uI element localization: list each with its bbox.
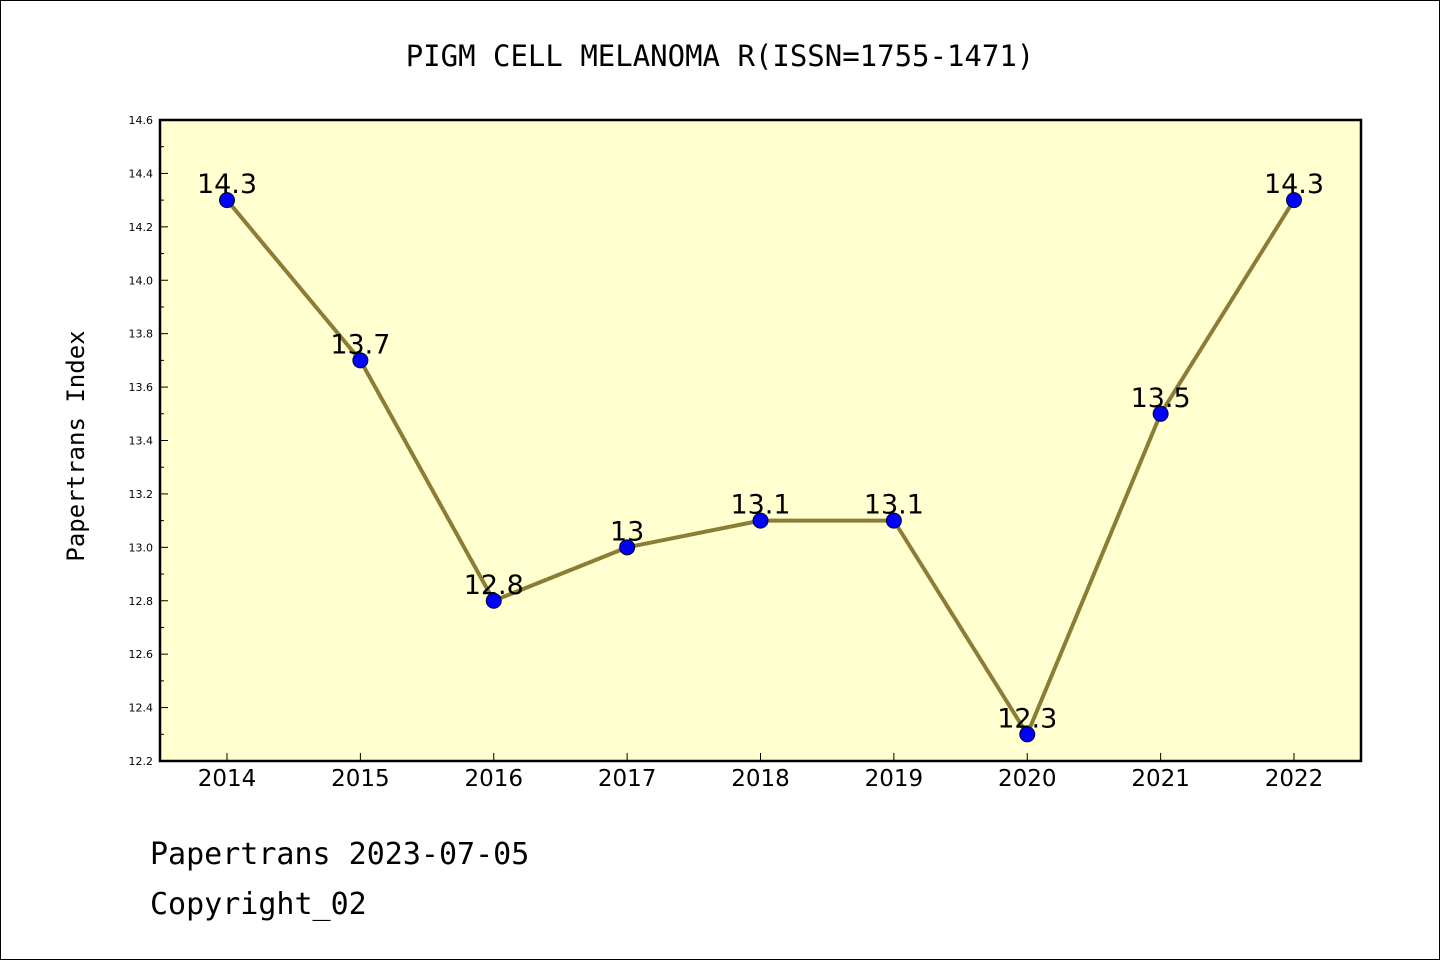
footer-copyright: Copyright_02 <box>150 887 367 922</box>
data-label: 13.7 <box>330 329 390 360</box>
x-tick-label: 2022 <box>1265 766 1324 792</box>
y-tick-label: 14.4 <box>129 167 154 180</box>
x-tick-label: 2018 <box>731 766 790 792</box>
y-tick-label: 13.6 <box>129 381 154 394</box>
y-tick-label: 12.8 <box>129 595 154 608</box>
y-axis: 12.2 12.4 12.6 12.8 13.0 13.2 13.4 13.6 13.8 14.0… <box>129 114 168 768</box>
x-tick-label: 2019 <box>865 766 924 792</box>
data-point <box>752 512 769 529</box>
data-label: 13 <box>610 516 644 547</box>
y-tick-label: 13.0 <box>129 541 154 554</box>
series-layer: 14.3 13.7 12.8 13 13.1 13.1 12.3 13.5 14.3 <box>197 169 1324 743</box>
data-point <box>352 352 369 369</box>
data-label: 12.3 <box>997 703 1057 734</box>
x-axis: 2014 2015 2016 2017 2018 2019 2020 2021 2022 <box>198 753 1324 792</box>
y-tick-label: 12.4 <box>129 702 154 715</box>
data-point <box>619 539 636 556</box>
x-tick-label: 2020 <box>998 766 1057 792</box>
y-tick-label: 14.6 <box>129 114 154 127</box>
data-point <box>1019 726 1036 743</box>
data-label: 13.5 <box>1131 383 1191 414</box>
data-point <box>485 592 502 609</box>
data-point <box>1286 192 1302 209</box>
x-tick-label: 2015 <box>331 766 390 792</box>
data-point <box>885 512 902 529</box>
data-label: 13.1 <box>864 490 924 521</box>
y-axis-label: Papertrans Index <box>62 330 90 561</box>
y-tick-label: 12.2 <box>129 755 154 768</box>
data-label: 14.3 <box>1264 169 1324 200</box>
x-tick-label: 2016 <box>464 766 523 792</box>
plot-area <box>158 118 1363 763</box>
data-point <box>1152 405 1169 422</box>
data-label: 13.1 <box>730 490 790 521</box>
footer-date: Papertrans 2023-07-05 <box>150 837 529 872</box>
y-tick-label: 13.8 <box>129 328 154 341</box>
y-tick-label: 13.2 <box>129 488 154 501</box>
y-tick-label: 13.4 <box>129 435 154 448</box>
data-label: 12.8 <box>464 570 524 601</box>
y-tick-label: 12.6 <box>129 648 154 661</box>
data-point <box>219 192 235 209</box>
data-label: 14.3 <box>197 169 257 200</box>
x-tick-label: 2014 <box>198 766 257 792</box>
chart-title: PIGM CELL MELANOMA R(ISSN=1755-1471) <box>406 39 1035 73</box>
y-tick-label: 14.2 <box>129 221 154 234</box>
y-tick-label: 14.0 <box>129 274 154 287</box>
x-tick-label: 2017 <box>598 766 657 792</box>
x-tick-label: 2021 <box>1131 766 1190 792</box>
